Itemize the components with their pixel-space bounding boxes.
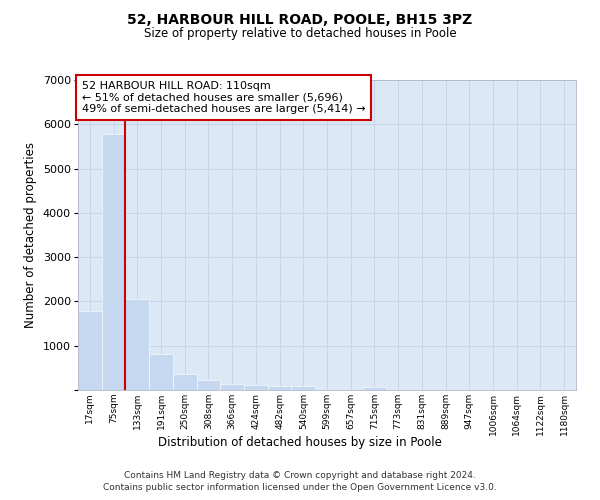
Bar: [220, 384, 244, 390]
Text: 52, HARBOUR HILL ROAD, POOLE, BH15 3PZ: 52, HARBOUR HILL ROAD, POOLE, BH15 3PZ: [127, 12, 473, 26]
Bar: [292, 386, 315, 390]
Bar: [197, 380, 220, 390]
Bar: [78, 311, 102, 390]
Bar: [268, 386, 292, 390]
Bar: [173, 374, 197, 390]
Text: Size of property relative to detached houses in Poole: Size of property relative to detached ho…: [143, 28, 457, 40]
Text: Contains HM Land Registry data © Crown copyright and database right 2024.: Contains HM Land Registry data © Crown c…: [124, 471, 476, 480]
Bar: [244, 385, 268, 390]
Text: Distribution of detached houses by size in Poole: Distribution of detached houses by size …: [158, 436, 442, 449]
Y-axis label: Number of detached properties: Number of detached properties: [25, 142, 37, 328]
Text: 52 HARBOUR HILL ROAD: 110sqm
← 51% of detached houses are smaller (5,696)
49% of: 52 HARBOUR HILL ROAD: 110sqm ← 51% of de…: [82, 81, 365, 114]
Text: Contains public sector information licensed under the Open Government Licence v3: Contains public sector information licen…: [103, 484, 497, 492]
Bar: [125, 299, 149, 390]
Bar: [102, 134, 125, 390]
Bar: [362, 387, 386, 390]
Bar: [149, 354, 173, 390]
